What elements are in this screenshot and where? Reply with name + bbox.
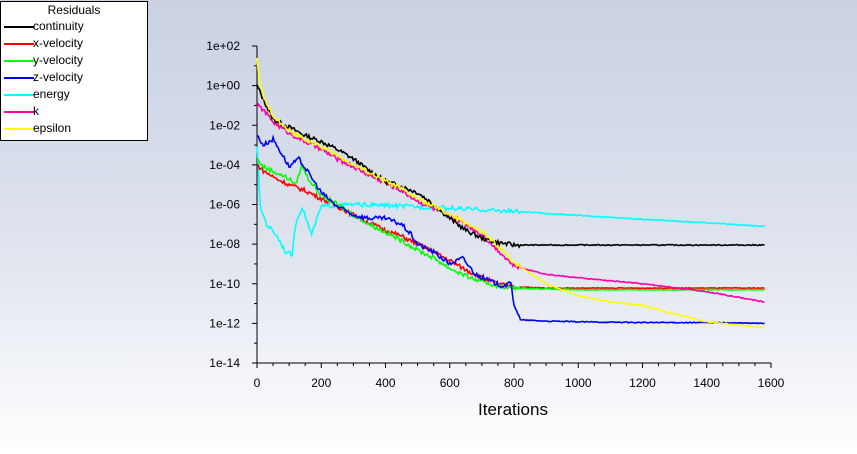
y-tick-label: 1e-02 [209, 118, 240, 132]
x-tick-label: 1200 [629, 376, 656, 390]
legend-item-k: k [1, 103, 147, 120]
x-tick-label: 400 [375, 376, 395, 390]
x-tick-label: 800 [504, 376, 524, 390]
y-tick-label: 1e-14 [209, 356, 240, 370]
x-tick-label: 200 [311, 376, 331, 390]
y-tick-label: 1e+02 [206, 39, 240, 53]
legend-title: Residuals [47, 3, 101, 17]
legend-label: x-velocity [33, 36, 84, 50]
y-tick-label: 1e-06 [209, 198, 240, 212]
series-line-z-velocity [256, 134, 765, 325]
series-line-epsilon [256, 57, 765, 329]
legend-swatch [4, 26, 34, 28]
legend-swatch [4, 77, 34, 79]
chart-labels: 1e-14 1e-12 1e-10 1e-08 1e-06 1e-04 1e-02 1e+00… [206, 39, 784, 419]
legend-item-z-velocity: z-velocity [1, 69, 147, 86]
legend-panel: Residuals continuity x-velocity y-velocity… [0, 1, 148, 141]
legend-label: k [33, 104, 39, 118]
legend-swatch [4, 94, 34, 96]
x-tick-label: 1000 [565, 376, 592, 390]
series-line-y-velocity [256, 158, 765, 292]
series-line-x-velocity [256, 163, 765, 290]
series-line-energy [256, 146, 765, 258]
legend-swatch [4, 111, 34, 113]
y-tick-label: 1e+00 [206, 79, 240, 93]
legend-swatch [4, 128, 34, 130]
y-tick-label: 1e-08 [209, 237, 240, 251]
legend-item-y-velocity: y-velocity [1, 52, 147, 69]
x-tick-label: 600 [440, 376, 460, 390]
legend-label: y-velocity [33, 53, 84, 67]
legend-label: energy [33, 87, 70, 101]
chart-axes [252, 45, 772, 368]
x-tick-label: 1600 [758, 376, 785, 390]
x-tick-label: 1400 [693, 376, 720, 390]
chart-series [256, 57, 765, 329]
legend-item-epsilon: epsilon [1, 120, 147, 137]
series-line-continuity [256, 84, 765, 249]
legend-item-continuity: continuity [1, 18, 147, 35]
legend-items: continuity x-velocity y-velocity z-velocity… [1, 18, 147, 137]
legend-swatch [4, 60, 34, 62]
y-tick-label: 1e-10 [209, 277, 240, 291]
x-axis-title: Iterations [478, 400, 548, 419]
legend-item-energy: energy [1, 86, 147, 103]
y-tick-label: 1e-04 [209, 158, 240, 172]
legend-label: epsilon [33, 121, 72, 135]
y-tick-label: 1e-12 [209, 316, 240, 330]
x-tick-label: 0 [254, 376, 261, 390]
legend-label: z-velocity [33, 70, 84, 84]
legend-swatch [4, 43, 34, 45]
legend-label: continuity [33, 19, 84, 33]
series-line-k [256, 102, 765, 303]
legend-item-x-velocity: x-velocity [1, 35, 147, 52]
